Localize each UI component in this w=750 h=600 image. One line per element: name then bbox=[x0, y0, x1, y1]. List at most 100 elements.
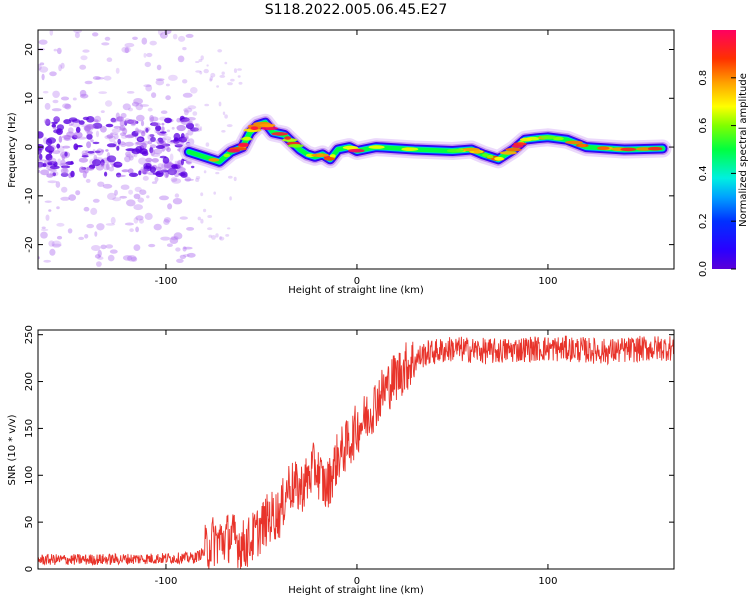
spectrogram-speckle bbox=[186, 227, 195, 231]
colorbar: 0.0 0.2 0.4 0.6 0.8 Normalized spectral ampl… bbox=[698, 30, 749, 277]
spectrogram-speckle bbox=[148, 243, 156, 248]
spectrogram-speckle bbox=[162, 156, 170, 164]
spectrogram-speckle bbox=[60, 96, 70, 101]
spectrogram-speckle bbox=[219, 236, 225, 241]
spectrogram-speckle bbox=[121, 169, 130, 173]
spectrogram-speckle bbox=[180, 118, 191, 126]
spectrogram-speckle bbox=[165, 83, 170, 87]
spectrogram-speckle bbox=[100, 244, 107, 250]
spectrogram-speckle bbox=[191, 165, 195, 169]
spectrogram-hotspot bbox=[311, 153, 329, 157]
spectrogram-speckle bbox=[170, 139, 178, 143]
spectrogram-speckle bbox=[46, 173, 54, 178]
spectrogram-speckle bbox=[168, 74, 178, 81]
snr-ytick-label: 250 bbox=[24, 325, 35, 344]
colorbar-tick-label: 0.6 bbox=[698, 118, 709, 134]
spectrogram-speckle bbox=[146, 195, 150, 199]
spectrogram-speckle bbox=[208, 234, 213, 238]
spectrogram-speckle bbox=[144, 212, 153, 220]
spectrogram-speckle bbox=[185, 136, 189, 140]
spectrogram-speckle bbox=[49, 30, 54, 36]
spectrogram-speckle bbox=[227, 227, 231, 230]
spectrogram-speckle bbox=[106, 163, 110, 171]
spectrogram-speckle bbox=[131, 130, 139, 137]
spectrogram-speckle bbox=[188, 120, 193, 124]
spectrogram-speckle bbox=[237, 68, 242, 71]
spectrogram-speckle bbox=[171, 126, 175, 130]
spectrogram-speckle bbox=[155, 78, 165, 81]
spectrogram-hotspot bbox=[519, 137, 533, 142]
spectrogram-speckle bbox=[141, 142, 147, 150]
spectrogram-speckle bbox=[108, 166, 115, 172]
spectrogram-speckle bbox=[40, 169, 50, 176]
spectrogram-speckle bbox=[145, 127, 149, 133]
spectrogram-speckle bbox=[93, 154, 98, 161]
spectrogram-speckle bbox=[135, 141, 142, 145]
spectrogram-speckle bbox=[195, 123, 200, 128]
spectrogram-speckle bbox=[119, 195, 128, 199]
spectrogram-speckle bbox=[92, 198, 100, 203]
spectrogram-speckle bbox=[149, 115, 155, 123]
spectrogram-speckle bbox=[75, 190, 81, 196]
spectrogram-speckle bbox=[141, 37, 148, 45]
spectrogram-speckle bbox=[166, 139, 173, 144]
spectrogram-speckle bbox=[178, 35, 186, 42]
spectrogram-speckle bbox=[230, 78, 235, 82]
spectrogram-yticks: -20 -10 0 10 20 bbox=[24, 43, 674, 253]
spectrogram-speckle bbox=[48, 240, 55, 247]
spectrogram-hotspot bbox=[565, 140, 583, 145]
spectrogram-speckle bbox=[90, 207, 98, 215]
spectrogram-speckle bbox=[124, 47, 129, 54]
spectrogram-speckle bbox=[92, 159, 102, 167]
spectrogram-speckle bbox=[210, 72, 216, 78]
spectrogram-speckle bbox=[149, 144, 157, 149]
spectrogram-speckle bbox=[53, 116, 60, 120]
spectrogram-speckle bbox=[124, 222, 134, 226]
spectrogram-speckle bbox=[233, 176, 237, 182]
spectrogram-speckle bbox=[92, 122, 103, 129]
spectrogram-xticks: -100 0 100 bbox=[155, 30, 557, 287]
spectrogram-hotspot bbox=[446, 148, 464, 153]
spectrogram-speckle bbox=[233, 68, 238, 73]
spectrogram-speckle bbox=[38, 159, 46, 162]
spectrogram-speckle bbox=[105, 223, 116, 226]
spectrogram-speckle bbox=[47, 162, 53, 166]
spectrogram-speckle bbox=[169, 237, 179, 244]
spectrogram-ytick-label: 10 bbox=[24, 92, 35, 105]
spectrogram-xtick-label: 0 bbox=[354, 276, 360, 287]
spectrogram-speckle bbox=[195, 70, 202, 73]
spectrogram-speckle bbox=[48, 209, 52, 212]
spectrogram-speckle bbox=[72, 97, 77, 101]
spectrogram-hotspot bbox=[486, 154, 494, 159]
spectrogram-speckle bbox=[183, 246, 193, 250]
spectrogram-speckle bbox=[110, 117, 117, 123]
spectrogram-hotspot bbox=[368, 145, 385, 149]
spectrogram-speckle bbox=[43, 118, 51, 125]
spectrogram-speckle bbox=[155, 145, 165, 149]
spectrogram-speckle bbox=[60, 186, 68, 193]
spectrogram-speckle bbox=[203, 68, 209, 74]
spectrogram-speckle bbox=[149, 40, 157, 46]
spectrogram-speckle bbox=[100, 149, 105, 153]
spectrogram-speckle bbox=[132, 36, 138, 40]
spectrogram-speckle bbox=[111, 118, 118, 123]
spectrogram-speckle bbox=[110, 216, 116, 225]
spectrogram-speckle bbox=[106, 155, 117, 163]
spectrogram-speckle bbox=[221, 130, 226, 133]
spectrogram-speckle bbox=[209, 78, 213, 82]
colorbar-gradient bbox=[712, 30, 736, 269]
spectrogram-speckle bbox=[83, 206, 90, 212]
spectrogram-speckle bbox=[101, 42, 110, 46]
spectrogram-speckle bbox=[161, 122, 165, 126]
spectrogram-speckle bbox=[62, 145, 71, 149]
spectrogram-speckle bbox=[131, 256, 138, 262]
spectrogram-speckle bbox=[173, 232, 183, 240]
spectrogram-speckle bbox=[79, 64, 87, 70]
spectrogram-hotspot bbox=[482, 153, 489, 157]
spectrogram-speckle bbox=[94, 254, 101, 259]
spectrogram-speckle bbox=[60, 159, 66, 166]
spectrogram-speckle bbox=[139, 189, 147, 195]
snr-panel: -100 0 100 0 50 100 150 200 250 Height of strai… bbox=[7, 325, 675, 596]
spectrogram-speckle bbox=[51, 123, 56, 128]
spectrogram-speckle bbox=[185, 33, 194, 38]
